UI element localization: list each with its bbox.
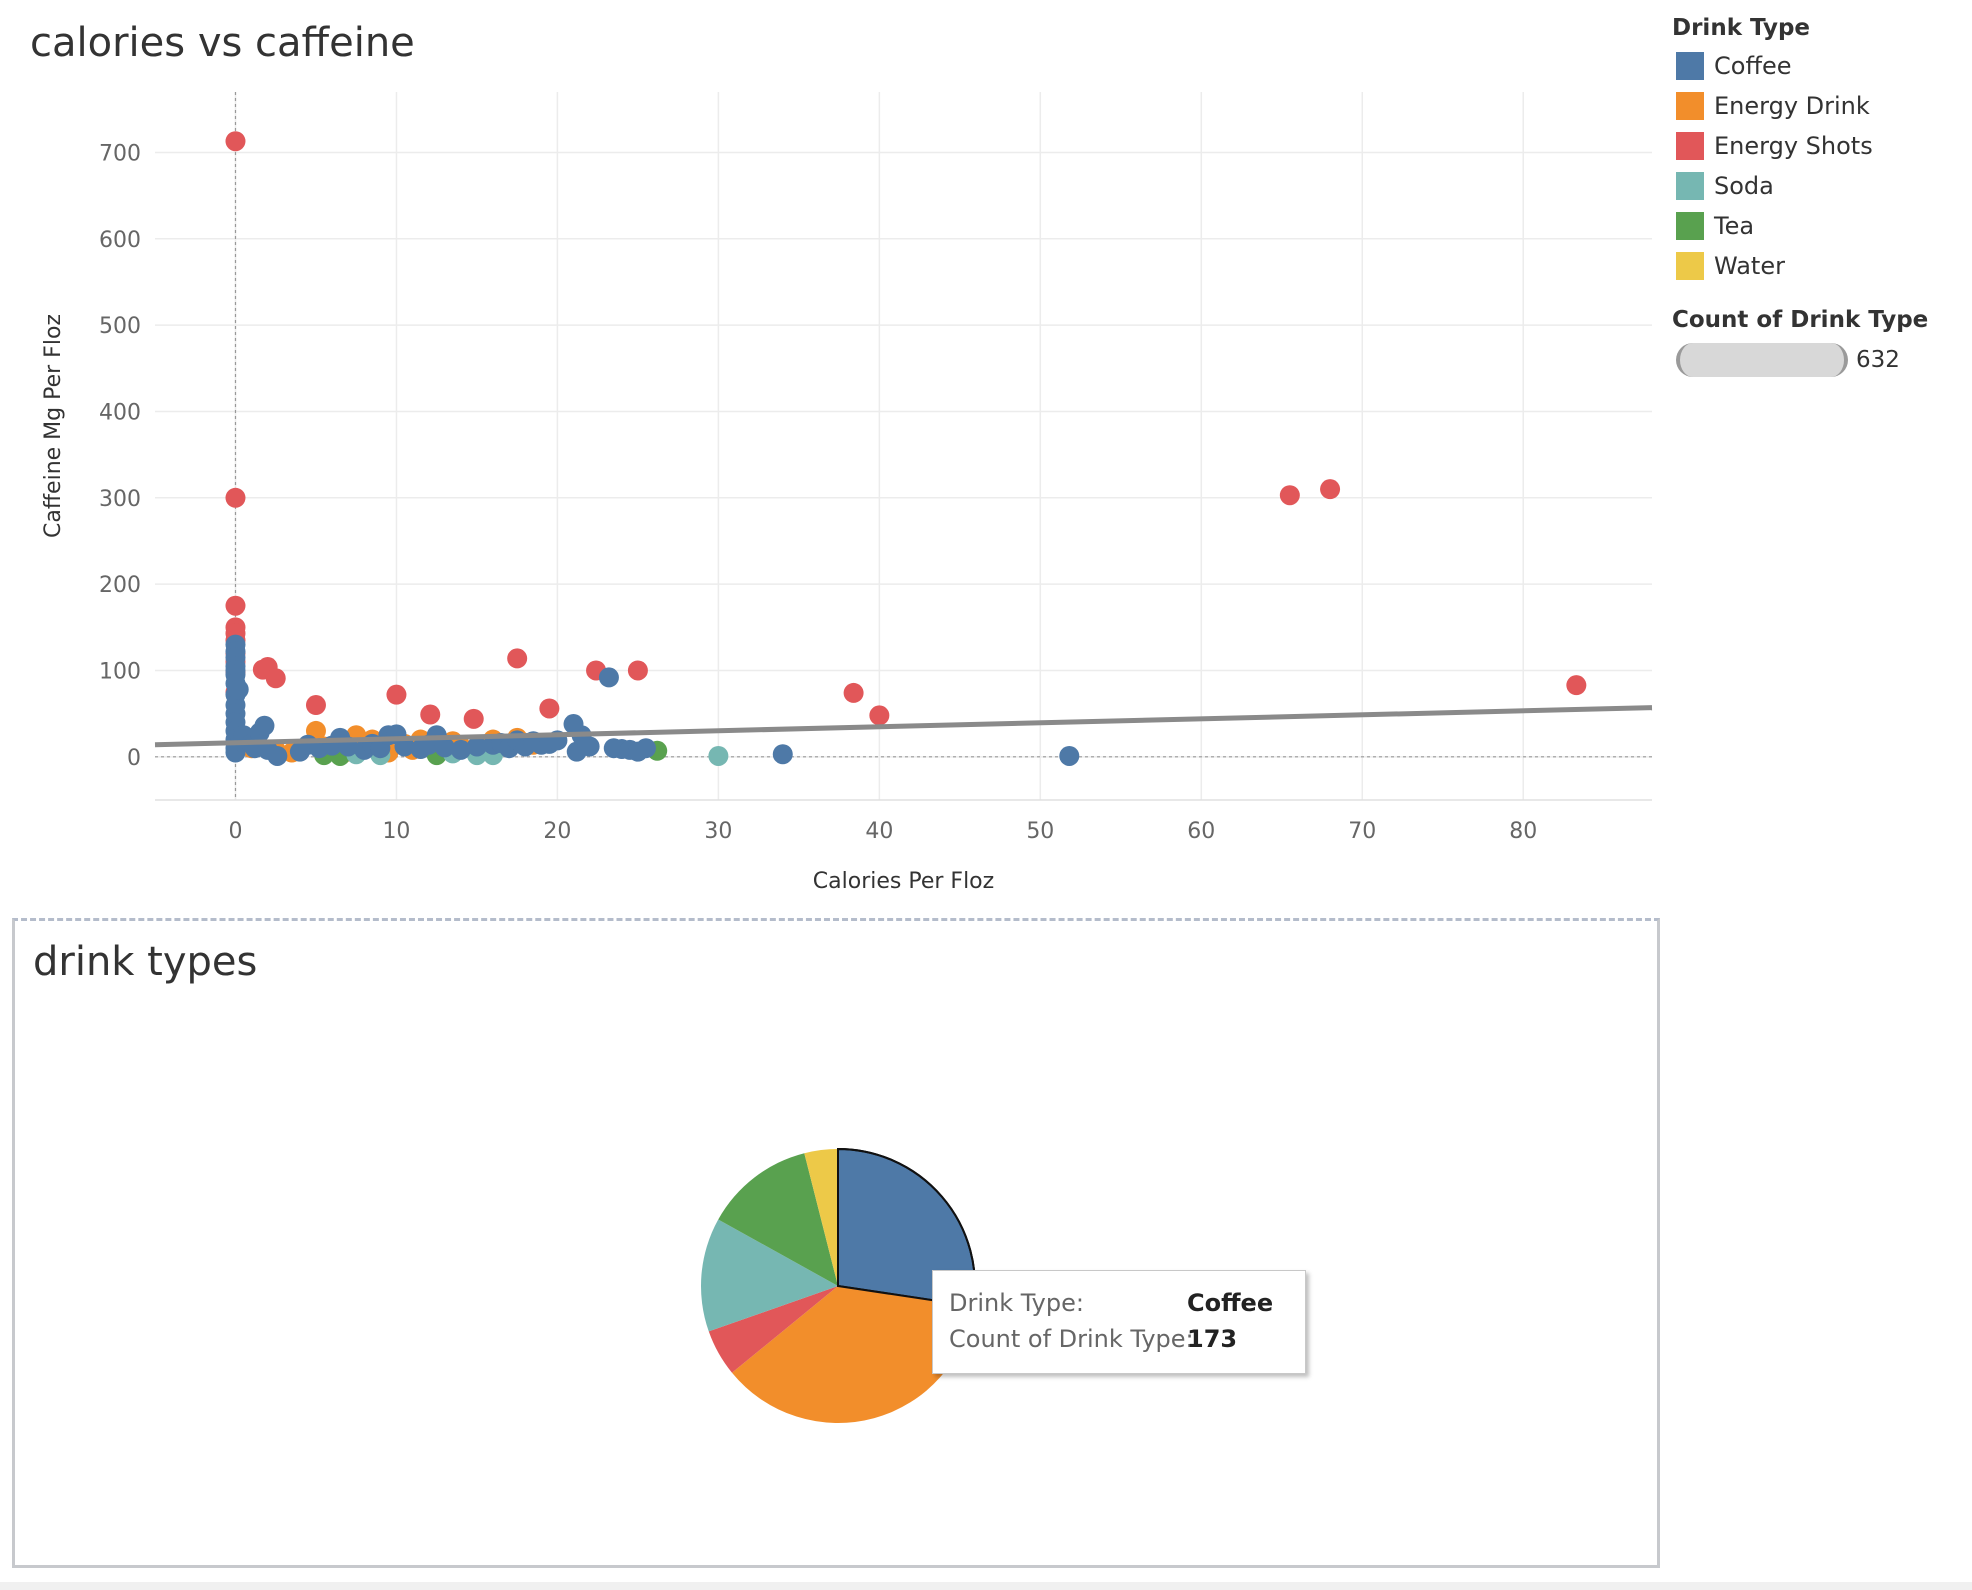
y-tick-label: 100 [99, 659, 141, 684]
legend-swatch [1676, 52, 1704, 80]
data-point[interactable] [466, 736, 487, 757]
legend: Drink Type Coffee Energy Drink Energy Sh… [1672, 10, 1962, 382]
size-legend: 632 [1672, 338, 1962, 382]
y-tick-label: 300 [99, 487, 141, 512]
y-tick-label: 700 [99, 141, 141, 166]
pie-title: drink types [33, 939, 258, 985]
y-axis-title: Caffeine Mg Per Floz [41, 314, 66, 538]
legend-item-water[interactable]: Water [1672, 246, 1962, 286]
tooltip: Drink Type: Coffee Count of Drink Type: … [932, 1270, 1306, 1374]
x-tick-label: 60 [1187, 819, 1215, 844]
legend-item-tea[interactable]: Tea [1672, 206, 1962, 246]
data-point[interactable] [265, 668, 286, 689]
legend-title: Drink Type [1672, 15, 1811, 41]
data-point[interactable] [598, 667, 619, 688]
legend-label: Energy Shots [1714, 132, 1873, 160]
plot-area [155, 92, 1652, 800]
data-point[interactable] [394, 736, 415, 757]
data-point[interactable] [254, 715, 275, 736]
legend-label: Energy Drink [1714, 92, 1870, 120]
data-point[interactable] [434, 737, 455, 758]
legend-swatch [1676, 212, 1704, 240]
data-point[interactable] [1279, 485, 1300, 506]
x-tick-label: 0 [228, 819, 242, 844]
data-point[interactable] [450, 739, 471, 760]
legend-label: Soda [1714, 172, 1774, 200]
legend-item-coffee[interactable]: Coffee [1672, 46, 1962, 86]
data-point[interactable] [539, 698, 560, 719]
tooltip-drink-type-label: Drink Type: [949, 1289, 1084, 1317]
data-point[interactable] [1059, 745, 1080, 766]
legend-swatch [1676, 172, 1704, 200]
tooltip-count-value: 173 [1187, 1325, 1238, 1353]
y-tick-label: 400 [99, 400, 141, 425]
data-point[interactable] [708, 745, 729, 766]
legend-item-soda[interactable]: Soda [1672, 166, 1962, 206]
data-point[interactable] [507, 648, 528, 669]
data-point[interactable] [579, 736, 600, 757]
x-tick-label: 40 [865, 819, 893, 844]
x-tick-label: 80 [1509, 819, 1537, 844]
y-tick-label: 500 [99, 314, 141, 339]
data-point[interactable] [305, 695, 326, 716]
bottom-strip [0, 1582, 1972, 1590]
x-tick-label: 50 [1026, 819, 1054, 844]
size-legend-title: Count of Drink Type [1672, 307, 1929, 333]
data-point[interactable] [869, 705, 890, 726]
x-tick-label: 20 [543, 819, 571, 844]
data-point[interactable] [420, 704, 441, 725]
legend-item-energy-drink[interactable]: Energy Drink [1672, 86, 1962, 126]
y-tick-label: 0 [127, 746, 141, 771]
data-point[interactable] [635, 738, 656, 759]
trend-line[interactable] [154, 705, 1653, 748]
legend-label: Tea [1714, 212, 1755, 240]
scatter-title: calories vs caffeine [30, 20, 415, 66]
data-point[interactable] [267, 745, 288, 766]
x-tick-label: 30 [704, 819, 732, 844]
data-point[interactable] [627, 660, 648, 681]
x-tick-label: 10 [382, 819, 410, 844]
legend-label: Coffee [1714, 52, 1792, 80]
size-legend-pill [1676, 343, 1848, 377]
legend-item-energy-shots[interactable]: Energy Shots [1672, 126, 1962, 166]
data-point[interactable] [225, 131, 246, 152]
legend-swatch [1676, 252, 1704, 280]
x-axis-title: Calories Per Floz [813, 869, 994, 894]
data-point[interactable] [1566, 675, 1587, 696]
data-point[interactable] [386, 684, 407, 705]
data-point[interactable] [843, 682, 864, 703]
legend-label: Water [1714, 252, 1785, 280]
x-tick-label: 70 [1348, 819, 1376, 844]
y-tick-label: 200 [99, 573, 141, 598]
tooltip-count-label: Count of Drink Type: [949, 1325, 1194, 1353]
data-point[interactable] [225, 487, 246, 508]
data-point[interactable] [225, 595, 246, 616]
data-point[interactable] [772, 744, 793, 765]
data-point[interactable] [463, 708, 484, 729]
data-point[interactable] [228, 679, 249, 700]
pie-panel: drink types [12, 918, 1660, 1568]
legend-swatch [1676, 92, 1704, 120]
data-point[interactable] [1320, 479, 1341, 500]
y-tick-label: 600 [99, 228, 141, 253]
tooltip-drink-type-value: Coffee [1187, 1289, 1274, 1317]
size-legend-value: 632 [1856, 347, 1900, 373]
legend-swatch [1676, 132, 1704, 160]
scatter-plot[interactable]: 0 10 20 30 40 50 60 70 80 0 100 200 300 400 500 600 700 C… [0, 0, 1660, 910]
